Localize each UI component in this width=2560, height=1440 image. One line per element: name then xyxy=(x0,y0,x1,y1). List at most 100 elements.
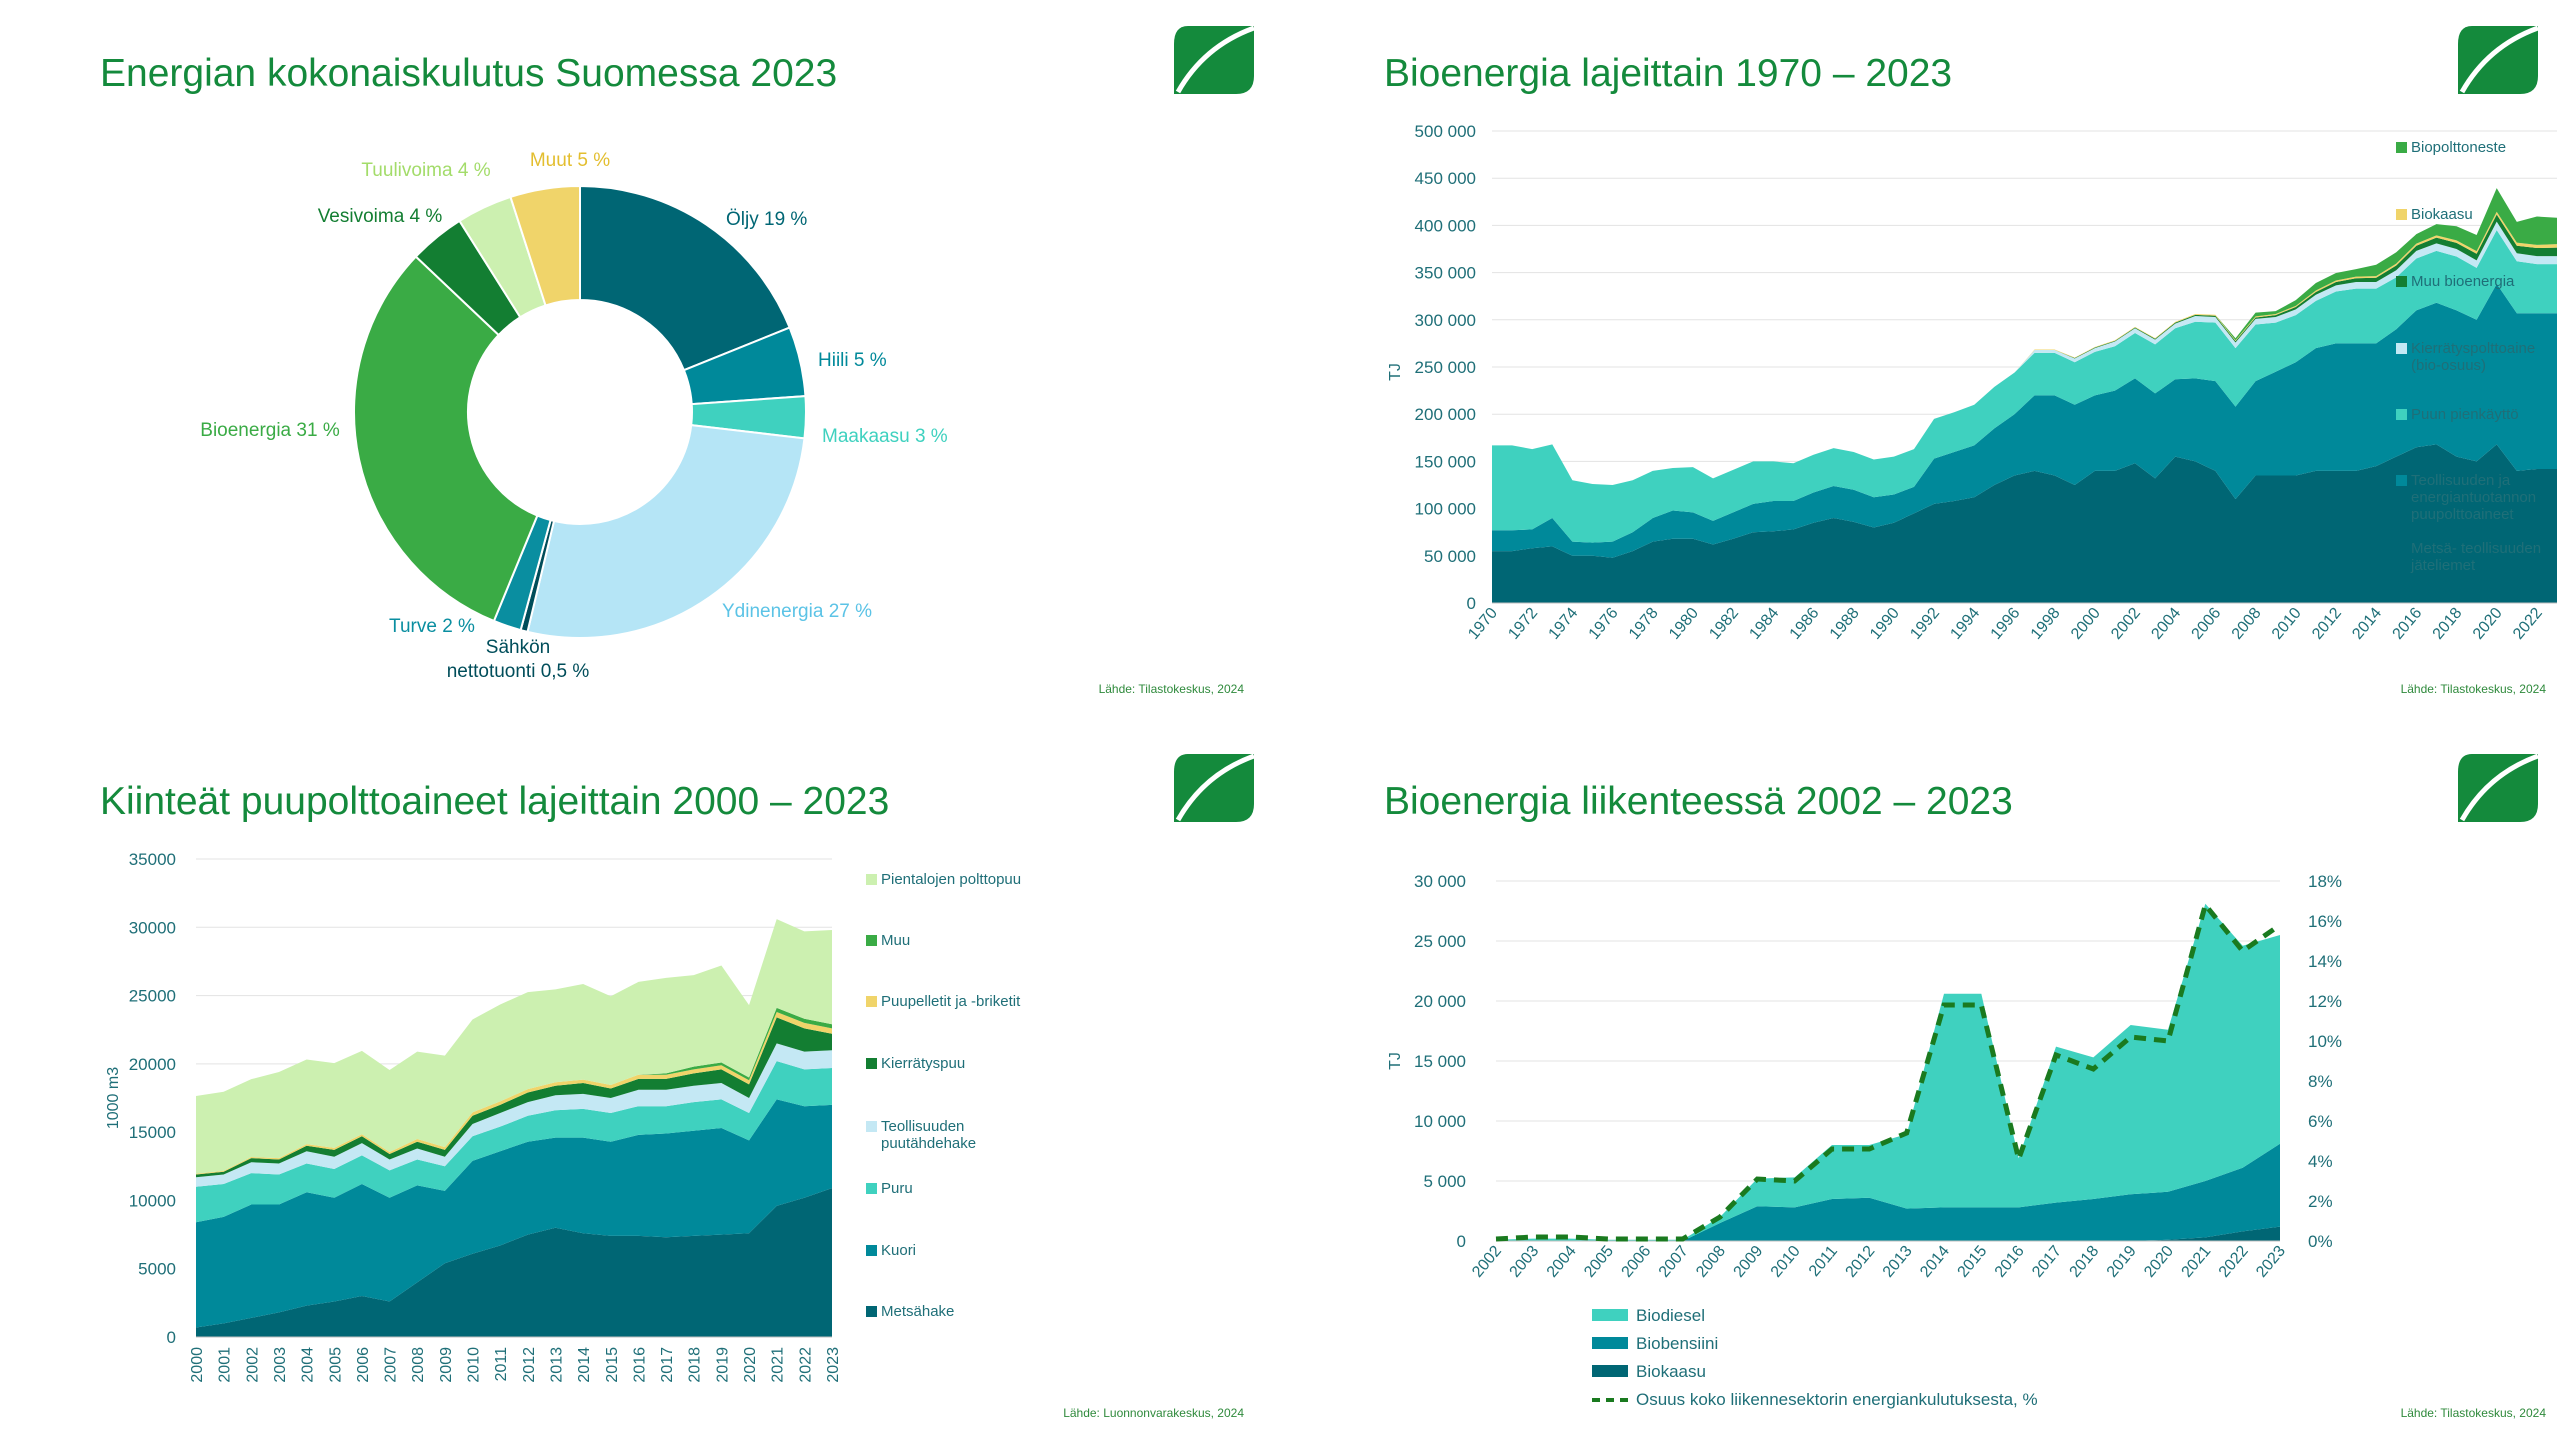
area-series-biokaasu xyxy=(1492,211,2557,485)
legend-label: Metsä- teollisuuden jäteliemet xyxy=(2411,540,2542,574)
legend-swatch xyxy=(866,996,877,1007)
donut-chart: Öljy 19 % Hiili 5 % Maakaasu 3 % Ydinenergi… xyxy=(200,150,948,682)
x-tick-label: 2006 xyxy=(2189,605,2225,643)
panel-bioenergy-types: Bioenergia lajeittain 1970 – 2023 0 50 00… xyxy=(1280,0,2560,720)
legend-item: Kuori xyxy=(866,1242,1036,1259)
chart-legend: Biodiesel Biobensiini Biokaasu Osuus koko l… xyxy=(1592,720,2092,1440)
slice-label: Bioenergia 31 % xyxy=(200,420,340,441)
y2-tick-label: 18% xyxy=(2308,872,2342,891)
area-series-kuori xyxy=(196,1099,832,1328)
y-tick-label: 25 000 xyxy=(1414,932,1466,951)
y-tick-label: 0 xyxy=(167,1328,176,1347)
legend-label: Biokaasu xyxy=(1636,1362,1706,1381)
y-tick-label: 20 000 xyxy=(1414,992,1466,1011)
area-series-biobensiini xyxy=(1496,1143,2280,1241)
legend-item: Biokaasu xyxy=(1592,1362,2092,1382)
y-tick-label: 0 xyxy=(1457,1232,1466,1251)
x-tick-label: 2002 xyxy=(244,1347,261,1383)
x-tick-label: 2019 xyxy=(714,1347,731,1383)
chart-legend: Biopolttoneste Biokaasu Muu bioenergia Kier… xyxy=(2396,0,2560,720)
x-tick-label: 2017 xyxy=(659,1347,676,1383)
legend-item: Teollisuuden ja energiantuotannon puupol… xyxy=(2396,472,2560,523)
legend-swatch xyxy=(866,874,877,885)
legend-item: Teollisuuden puutähdehake xyxy=(866,1118,1036,1152)
x-tick-label: 1996 xyxy=(1988,605,2024,643)
leaf-logo-icon xyxy=(2458,754,2538,822)
x-tick-label: 2023 xyxy=(2253,1243,2289,1281)
x-tick-label: 2012 xyxy=(2309,605,2345,643)
x-tick-label: 2008 xyxy=(2229,605,2265,643)
x-tick-label: 2003 xyxy=(1506,1243,1542,1281)
y-tick-label: 30 000 xyxy=(1414,872,1466,891)
x-tick-label: 2020 xyxy=(742,1347,759,1383)
area-series-puupelletit-ja-briketit xyxy=(196,1011,832,1175)
legend-swatch xyxy=(866,1245,877,1256)
x-tick-label: 2012 xyxy=(521,1347,538,1383)
y-tick-label: 400 000 xyxy=(1415,216,1476,235)
wood-fuel-area-chart: 0 5000 10000 15000 20000 25000 30000 35000 2000 2… xyxy=(105,850,842,1383)
x-tick-label: 2022 xyxy=(797,1347,814,1383)
x-tick-label: 2004 xyxy=(1544,1243,1580,1281)
x-tick-label: 2021 xyxy=(2178,1243,2214,1281)
x-tick-label: 2004 xyxy=(300,1347,317,1383)
y-tick-label: 15 000 xyxy=(1414,1052,1466,1071)
x-tick-label: 2000 xyxy=(189,1347,206,1383)
x-tick-label: 2014 xyxy=(576,1347,593,1383)
legend-swatch xyxy=(866,1058,877,1069)
chart-legend: Pientalojen polttopuu Muu Puupelletit ja -… xyxy=(866,720,1086,1440)
y2-tick-label: 4% xyxy=(2308,1152,2333,1171)
slice-label: Maakaasu 3 % xyxy=(822,426,948,447)
x-tick-label: 1984 xyxy=(1746,605,1782,643)
area-series-puun-pienkäyttö xyxy=(1492,230,2557,543)
y-tick-label: 50 000 xyxy=(1424,547,1476,566)
y-tick-label: 500 000 xyxy=(1415,122,1476,141)
x-tick-label: 1992 xyxy=(1907,605,1943,643)
legend-item: Muu xyxy=(866,932,1036,949)
y2-tick-label: 16% xyxy=(2308,912,2342,931)
y-tick-label: 150 000 xyxy=(1415,452,1476,471)
legend-swatch xyxy=(866,935,877,946)
legend-swatch xyxy=(2396,276,2407,287)
y2-tick-label: 10% xyxy=(2308,1032,2342,1051)
legend-item: Puupelletit ja -briketit xyxy=(866,993,1036,1010)
x-tick-label: 1978 xyxy=(1626,605,1662,643)
x-tick-label: 2002 xyxy=(2108,605,2144,643)
x-tick-label: 2011 xyxy=(493,1347,510,1382)
legend-swatch xyxy=(866,1121,877,1132)
y-tick-label: 25000 xyxy=(129,987,176,1006)
legend-label: Kuori xyxy=(881,1242,917,1259)
legend-label: Kierrätyspolttoaine (bio-osuus) xyxy=(2411,340,2536,374)
y2-tick-label: 6% xyxy=(2308,1112,2333,1131)
panel-title: Bioenergia liikenteessä 2002 – 2023 xyxy=(1384,780,2013,823)
y-tick-label: 5000 xyxy=(138,1260,176,1279)
x-tick-label: 2018 xyxy=(687,1347,704,1383)
x-tick-label: 2020 xyxy=(2141,1243,2177,1281)
x-tick-label: 2014 xyxy=(2349,605,2385,643)
y-tick-label: 0 xyxy=(1467,594,1476,613)
y-tick-label: 15000 xyxy=(129,1123,176,1142)
x-tick-label: 2010 xyxy=(466,1347,483,1383)
slice-label: Turve 2 % xyxy=(389,616,475,637)
legend-label: Biokaasu xyxy=(2411,206,2473,223)
legend-swatch xyxy=(2396,142,2407,153)
legend-swatch xyxy=(2396,343,2407,354)
y-tick-label: 450 000 xyxy=(1415,169,1476,188)
legend-label: Puupelletit ja -briketit xyxy=(881,993,1021,1010)
legend-swatch xyxy=(1592,1365,1628,1377)
legend-swatch xyxy=(866,1183,877,1194)
legend-label: Metsähake xyxy=(881,1303,955,1320)
y-tick-label: 30000 xyxy=(129,918,176,937)
y-axis-label: TJ xyxy=(1387,1052,1404,1070)
slice-label: Sähkön nettotuonti 0,5 % xyxy=(447,637,590,682)
y-tick-label: 20000 xyxy=(129,1055,176,1074)
y2-tick-label: 0% xyxy=(2308,1232,2333,1251)
x-tick-label: 1998 xyxy=(2028,605,2064,643)
x-tick-label: 2003 xyxy=(272,1347,289,1383)
x-tick-label: 1982 xyxy=(1706,605,1742,643)
slice-label: Öljy 19 % xyxy=(726,209,807,230)
x-tick-label: 1990 xyxy=(1867,605,1903,643)
legend-label: Biodiesel xyxy=(1636,1306,1705,1325)
legend-label: Pientalojen polttopuu xyxy=(881,871,1022,888)
legend-item: Metsä- teollisuuden jäteliemet xyxy=(2396,540,2560,574)
legend-item: Puun pienkäyttö xyxy=(2396,406,2560,423)
